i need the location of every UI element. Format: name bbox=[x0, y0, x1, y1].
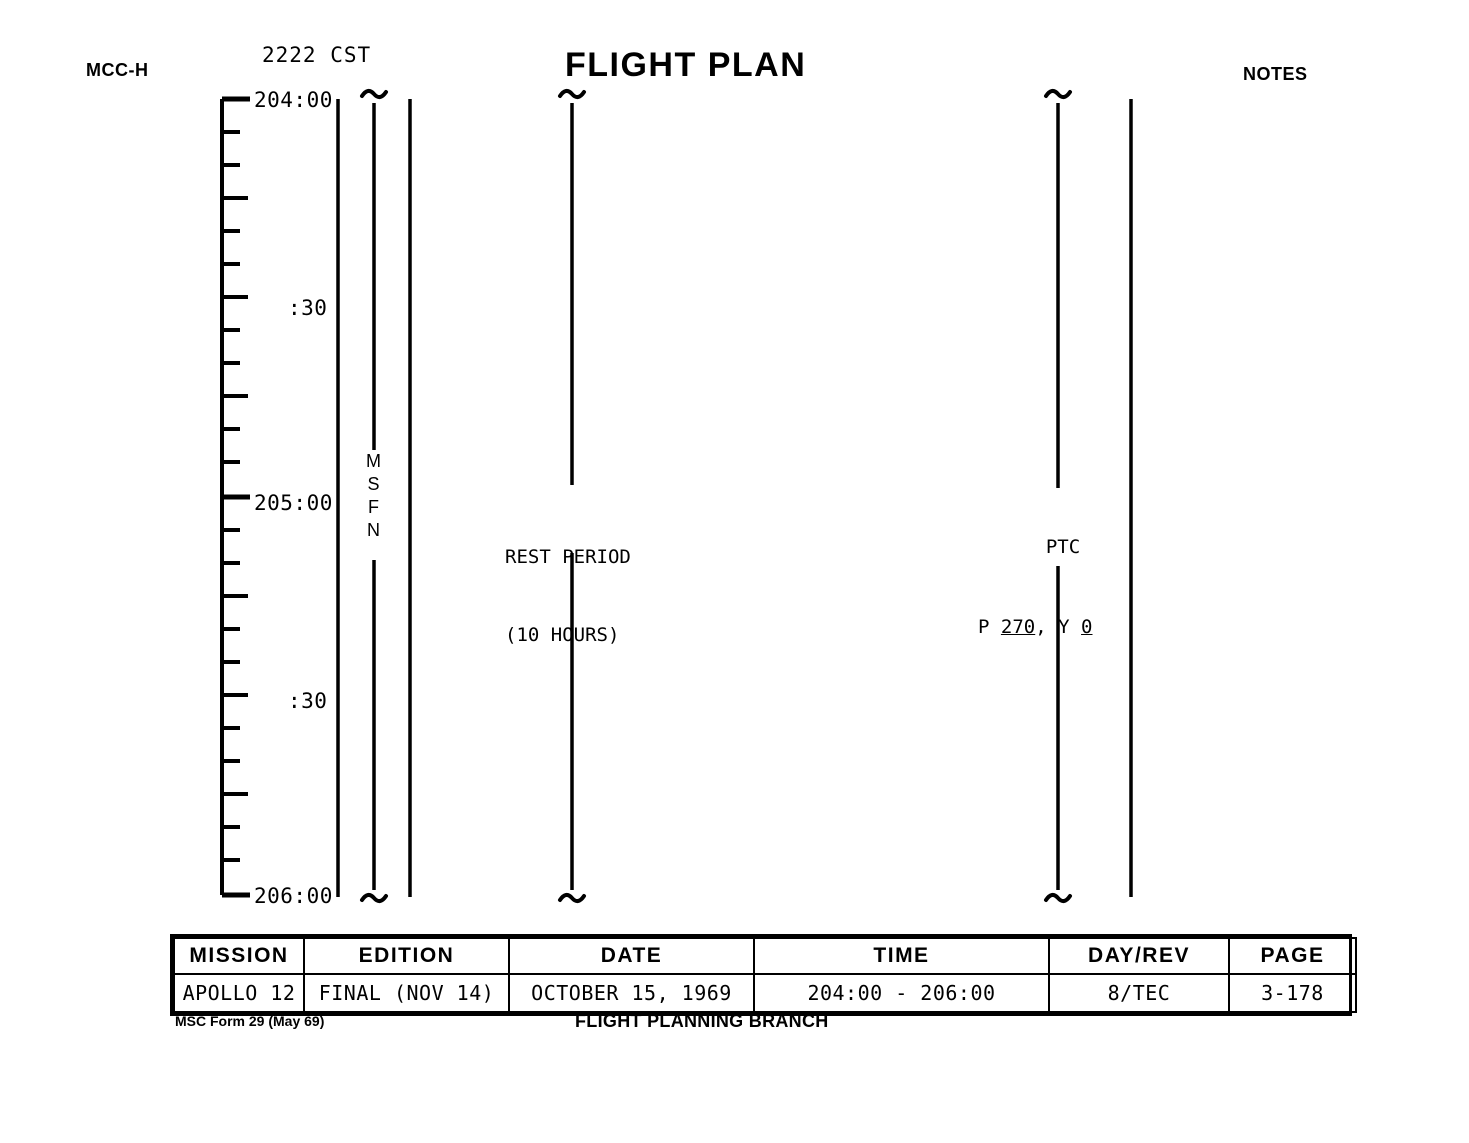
header-date: DATE bbox=[508, 937, 755, 975]
msfn-letter-s: S bbox=[367, 474, 380, 494]
time-label-205-00: 205:00 bbox=[254, 491, 333, 515]
time-scale-ruler bbox=[220, 96, 250, 898]
ptc-yaw-prefix: Y bbox=[1058, 616, 1070, 638]
header-mission: MISSION bbox=[173, 937, 305, 975]
rest-period-line-2: (10 HOURS) bbox=[505, 624, 620, 646]
time-label-205-30: :30 bbox=[288, 689, 328, 713]
table-header-row: MISSION EDITION DATE TIME DAY/REV PAGE bbox=[173, 937, 1357, 975]
value-time: 204:00 - 206:00 bbox=[753, 973, 1050, 1013]
msfn-coverage-label: M S F N bbox=[366, 450, 381, 542]
ptc-title: PTC bbox=[1045, 536, 1081, 558]
header-day-rev: DAY/REV bbox=[1048, 937, 1230, 975]
cst-time-label: 2222 CST bbox=[262, 43, 372, 67]
ptc-activity: PTC P 270, Y 0 bbox=[978, 482, 1138, 692]
flight-plan-id-table: MISSION EDITION DATE TIME DAY/REV PAGE A… bbox=[170, 934, 1357, 1016]
form-number-label: MSC Form 29 (May 69) bbox=[175, 1013, 325, 1029]
header-edition: EDITION bbox=[303, 937, 510, 975]
msfn-letter-n: N bbox=[367, 520, 380, 540]
ptc-separator: , bbox=[1035, 616, 1047, 638]
rest-period-activity: REST PERIOD (10 HOURS) bbox=[505, 492, 631, 700]
msfn-letter-f: F bbox=[368, 497, 379, 517]
ptc-pitch-value: 270 bbox=[1000, 616, 1036, 638]
ptc-pitch-prefix: P bbox=[978, 616, 990, 638]
time-label-204-00: 204:00 bbox=[254, 88, 333, 112]
value-day-rev: 8/TEC bbox=[1048, 973, 1230, 1013]
value-mission: APOLLO 12 bbox=[173, 973, 305, 1013]
rest-period-line-1: REST PERIOD bbox=[505, 546, 631, 568]
value-edition: FINAL (NOV 14) bbox=[303, 973, 510, 1013]
value-date: OCTOBER 15, 1969 bbox=[508, 973, 755, 1013]
mcc-station-label: MCC-H bbox=[86, 60, 149, 80]
header-time: TIME bbox=[753, 937, 1050, 975]
time-label-204-30: :30 bbox=[288, 296, 328, 320]
notes-column-heading: NOTES bbox=[1243, 64, 1308, 84]
time-label-206-00: 206:00 bbox=[254, 884, 333, 908]
header-page: PAGE bbox=[1228, 937, 1357, 975]
branch-label: FLIGHT PLANNING BRANCH bbox=[575, 1011, 829, 1031]
msfn-letter-m: M bbox=[366, 451, 381, 471]
page-title: FLIGHT PLAN bbox=[565, 46, 807, 84]
ptc-yaw-value: 0 bbox=[1081, 616, 1093, 638]
table-row: APOLLO 12 FINAL (NOV 14) OCTOBER 15, 196… bbox=[173, 973, 1357, 1013]
ptc-attitude-values: P 270, Y 0 bbox=[978, 614, 1138, 640]
value-page: 3-178 bbox=[1228, 973, 1357, 1013]
